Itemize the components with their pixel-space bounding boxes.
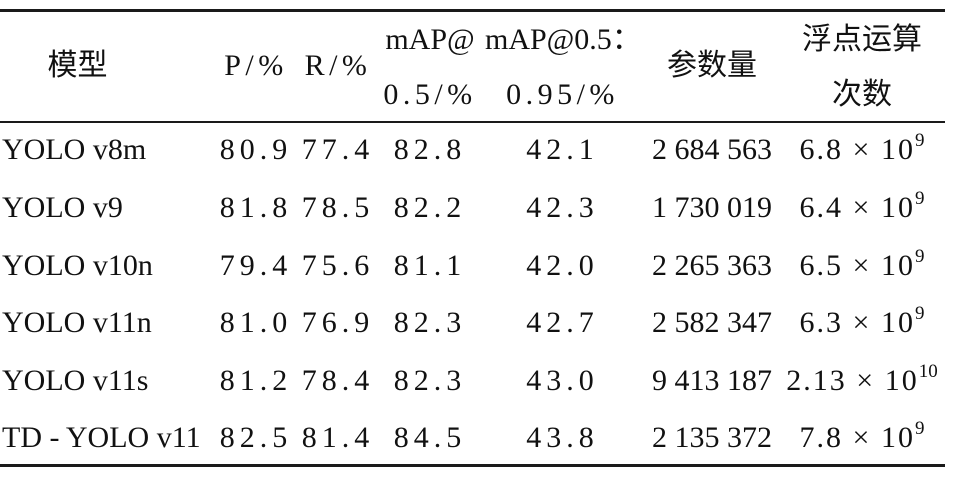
cell-flops: 2.13 × 1010 <box>782 352 942 410</box>
cell-params: 2 265 363 <box>652 249 772 282</box>
cell-map50: 84.5 <box>393 421 467 454</box>
cell-model: YOLO v9 <box>2 191 123 224</box>
flops-exponent: 9 <box>914 418 925 439</box>
cell-recall: 78.4 <box>301 364 375 397</box>
header-params: 参数量 <box>667 49 757 82</box>
cell-map50: 82.8 <box>393 133 467 166</box>
header-flops-line1: 浮点运算 <box>802 23 922 56</box>
flops-exponent: 9 <box>914 130 925 151</box>
table-row: YOLO v10n 79.4 75.6 81.1 42.0 2 265 363 … <box>0 237 945 295</box>
table-row: YOLO v11s 81.2 78.4 82.3 43.0 9 413 187 … <box>0 352 945 410</box>
cell-model: YOLO v10n <box>2 249 153 282</box>
cell-flops: 6.4 × 109 <box>782 179 942 237</box>
table-row: TD - YOLO v11 82.5 81.4 84.5 43.8 2 135 … <box>0 409 945 467</box>
cell-map5095: 43.0 <box>526 364 599 397</box>
cell-recall: 76.9 <box>301 306 375 339</box>
cell-model: TD - YOLO v11 <box>2 421 201 454</box>
cell-flops: 6.5 × 109 <box>782 237 942 295</box>
header-map50-line1: mAP@ <box>385 23 475 56</box>
header-map5095-line2: 0.95/% <box>506 78 619 111</box>
table-header-rule <box>0 121 945 123</box>
header-map5095-line1: mAP@0.5： <box>485 23 642 56</box>
cell-precision: 79.4 <box>219 249 293 282</box>
header-precision: P/% <box>224 49 288 82</box>
cell-params: 1 730 019 <box>652 191 772 224</box>
table-row: YOLO v11n 81.0 76.9 82.3 42.7 2 582 347 … <box>0 294 945 352</box>
flops-base: 2.13 × 10 <box>786 364 919 397</box>
flops-exponent: 9 <box>914 246 925 267</box>
table-top-rule <box>0 9 945 12</box>
flops-exponent: 9 <box>914 303 925 324</box>
flops-base: 6.8 × 10 <box>799 133 915 166</box>
cell-precision: 80.9 <box>219 133 293 166</box>
header-flops-line2: 次数 <box>832 78 892 111</box>
cell-recall: 78.5 <box>301 191 375 224</box>
cell-params: 2 684 563 <box>652 133 772 166</box>
cell-recall: 75.6 <box>301 249 375 282</box>
flops-base: 6.3 × 10 <box>799 306 915 339</box>
cell-precision: 82.5 <box>219 421 293 454</box>
cell-params: 2 582 347 <box>652 306 772 339</box>
cell-map5095: 43.8 <box>526 421 599 454</box>
cell-model: YOLO v11n <box>2 306 152 339</box>
flops-exponent: 10 <box>918 361 938 382</box>
cell-map50: 82.3 <box>393 364 467 397</box>
cell-map5095: 42.1 <box>526 133 599 166</box>
cell-precision: 81.8 <box>219 191 293 224</box>
cell-map50: 82.3 <box>393 306 467 339</box>
flops-base: 6.5 × 10 <box>799 249 915 282</box>
header-map50-line2: 0.5/% <box>383 78 477 111</box>
cell-map50: 82.2 <box>393 191 467 224</box>
cell-precision: 81.2 <box>219 364 293 397</box>
cell-flops: 6.3 × 109 <box>782 294 942 352</box>
table-row: YOLO v9 81.8 78.5 82.2 42.3 1 730 019 6.… <box>0 179 945 237</box>
cell-recall: 81.4 <box>301 421 375 454</box>
cell-flops: 6.8 × 109 <box>782 121 942 179</box>
table-row: YOLO v8m 80.9 77.4 82.8 42.1 2 684 563 6… <box>0 121 945 179</box>
cell-map5095: 42.3 <box>526 191 599 224</box>
flops-base: 6.4 × 10 <box>799 191 915 224</box>
header-recall: R/% <box>304 49 372 82</box>
cell-precision: 81.0 <box>219 306 293 339</box>
cell-map50: 81.1 <box>393 249 467 282</box>
cell-model: YOLO v11s <box>2 364 149 397</box>
table-bottom-rule <box>0 464 945 467</box>
cell-params: 2 135 372 <box>652 421 772 454</box>
cell-model: YOLO v8m <box>2 133 147 166</box>
cell-recall: 77.4 <box>301 133 375 166</box>
flops-base: 7.8 × 10 <box>799 421 915 454</box>
header-model: 模型 <box>47 49 108 82</box>
cell-map5095: 42.7 <box>526 306 599 339</box>
cell-flops: 7.8 × 109 <box>782 409 942 467</box>
cell-map5095: 42.0 <box>526 249 599 282</box>
flops-exponent: 9 <box>914 188 925 209</box>
cell-params: 9 413 187 <box>652 364 772 397</box>
